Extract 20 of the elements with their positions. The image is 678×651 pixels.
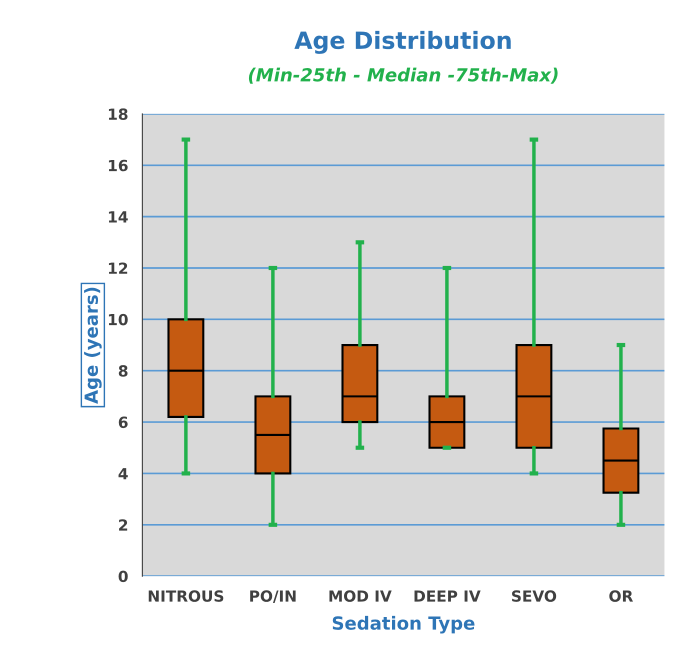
y-tick-label: 16 [108,160,128,172]
y-tick-label: 0 [118,570,128,582]
chart-subtitle: (Min-25th - Median -75th-Max) [248,68,558,84]
chart-title: Age Distribution [294,30,511,54]
x-tick-label: MOD IV [329,590,392,602]
x-tick-label: SEVO [512,590,556,602]
y-tick-label: 18 [108,108,128,120]
x-tick-label: DEEP IV [414,590,481,602]
y-tick-label: 12 [108,262,128,274]
x-axis-title: Sedation Type [332,616,474,634]
x-tick-label: PO/IN [250,590,296,604]
y-tick-label: 6 [118,416,128,428]
y-tick-label: 8 [118,365,128,377]
y-tick-label: 4 [118,468,128,480]
x-tick-label: OR [609,590,634,602]
y-tick-label: 10 [108,314,128,326]
y-tick-label: 2 [119,519,128,531]
y-tick-label: 14 [108,211,128,222]
x-tick-label: NITROUS [148,590,224,602]
y-axis-title: Age (years) [84,288,102,404]
